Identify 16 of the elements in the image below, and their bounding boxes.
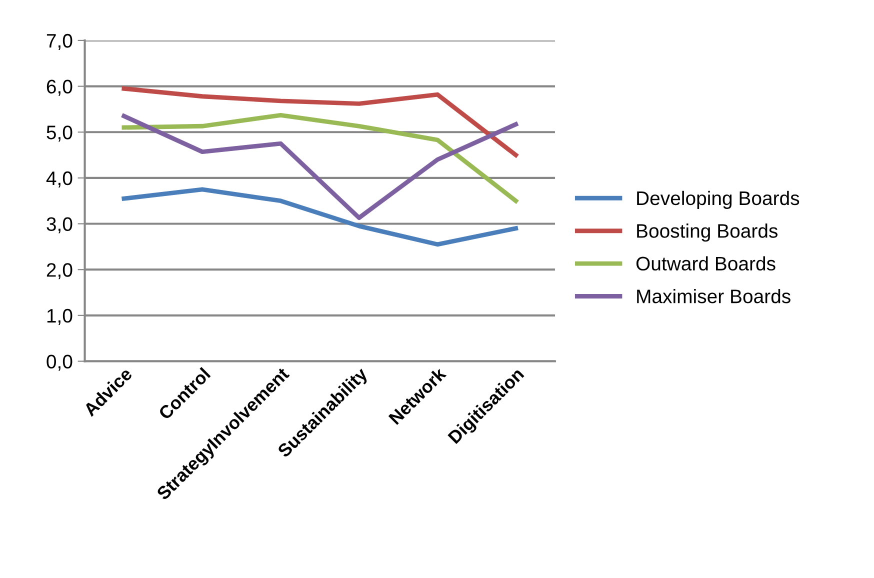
y-tick-label: 2,0: [46, 263, 72, 280]
line-series: [122, 112, 518, 204]
legend-label: Developing Boards: [637, 190, 800, 209]
legend-label: Maximiser Boards: [637, 288, 790, 304]
y-tick-label: 5,0: [46, 126, 72, 142]
y-tick-label: 1,0: [47, 308, 72, 325]
line-series: [122, 114, 518, 220]
legend-label: Boosting Boards: [637, 224, 778, 242]
y-tick-label: 0,0: [46, 354, 72, 371]
y-tick-label: 3,0: [46, 217, 72, 234]
y-tick-label: 7,0: [46, 34, 72, 50]
y-tick-label: 6,0: [46, 80, 72, 96]
line-series: [122, 187, 518, 247]
y-tick-label: 4,0: [46, 171, 72, 188]
line-series: [122, 86, 518, 158]
legend-label: Outward Boards: [636, 256, 776, 271]
